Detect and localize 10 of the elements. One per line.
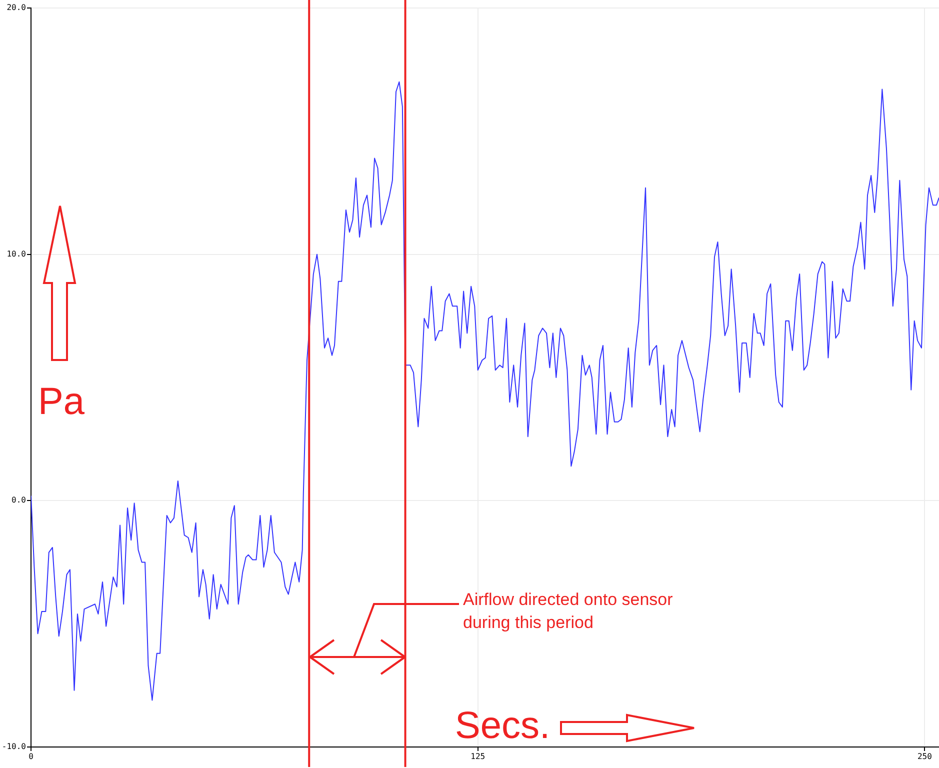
y-axis-title: Pa xyxy=(38,381,86,423)
x-axis-title: Secs. xyxy=(455,705,550,747)
x-tick-label: 250 xyxy=(917,752,932,761)
y-tick-label: 10.0 xyxy=(6,249,26,258)
y-tick-label: 0.0 xyxy=(12,496,26,505)
annotation: Airflow directed onto sensor during this period xyxy=(463,590,674,632)
x-tick-label: 0 xyxy=(28,752,34,761)
x-tick-label: 125 xyxy=(470,752,486,761)
y-tick-label: -10.0 xyxy=(2,742,26,752)
y-tick-label: 20.0 xyxy=(6,3,26,12)
